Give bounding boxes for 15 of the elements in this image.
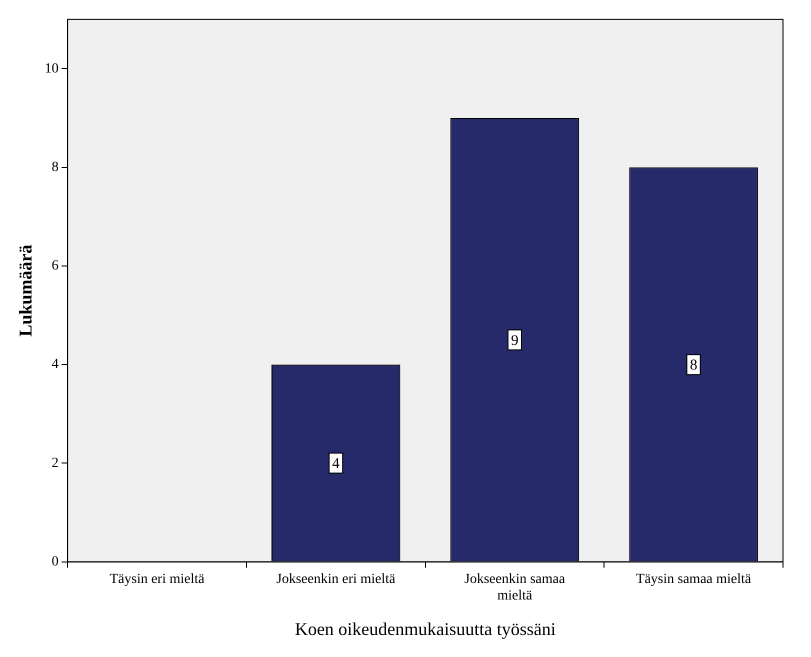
x-axis-title: Koen oikeudenmukaisuutta työssäni xyxy=(294,618,556,639)
data-label: 4 xyxy=(332,456,340,472)
y-tick-label: 10 xyxy=(44,61,59,76)
data-label: 9 xyxy=(510,332,518,349)
x-tick-label: Täysin samaa mieltä xyxy=(636,572,752,587)
y-tick-label: 0 xyxy=(52,554,59,570)
x-tick-label: Jokseenkin eri mieltä xyxy=(276,572,396,587)
data-label: 8 xyxy=(690,358,698,374)
x-tick-label: Jokseenkin samaa mieltä xyxy=(464,572,566,604)
y-tick-label: 4 xyxy=(52,357,59,372)
y-tick-label: 6 xyxy=(52,258,59,274)
y-tick-label: 2 xyxy=(52,456,59,471)
x-tick-label: Täysin eri mieltä xyxy=(110,572,206,587)
y-axis-title: Lukumäärä xyxy=(15,244,36,337)
y-tick-label: 8 xyxy=(52,160,59,175)
